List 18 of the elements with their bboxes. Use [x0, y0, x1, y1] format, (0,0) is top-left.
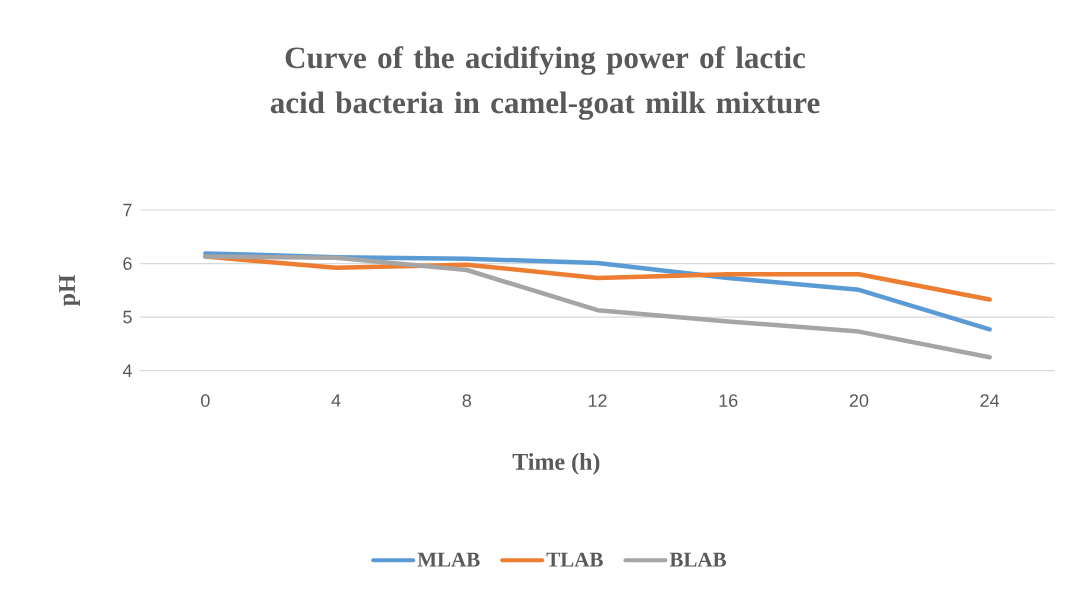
x-tick-label: 24 — [980, 394, 1000, 407]
y-tick-label: 4 — [122, 364, 132, 377]
x-tick-label: 8 — [462, 394, 472, 407]
x-tick-label: 0 — [201, 394, 210, 407]
x-tick-label: 4 — [331, 394, 341, 407]
y-axis-title: pH — [59, 274, 80, 307]
x-tick-label: 12 — [588, 394, 607, 407]
legend-label: BLAB — [669, 552, 727, 567]
y-tick-label: 7 — [123, 203, 132, 217]
legend-label: TLAB — [546, 552, 603, 567]
y-tick-label: 5 — [123, 310, 132, 324]
x-tick-label: 16 — [719, 394, 738, 407]
chart-title: Curve of the acidifying power of lactic acid bacteria in camel-goat milk mixture — [270, 46, 820, 120]
x-tick-label: 20 — [849, 394, 869, 407]
legend-label: MLAB — [417, 552, 480, 567]
line-series — [203, 254, 992, 360]
x-axis-title: Time (h) — [512, 453, 600, 475]
y-tick-label: 6 — [123, 257, 132, 270]
